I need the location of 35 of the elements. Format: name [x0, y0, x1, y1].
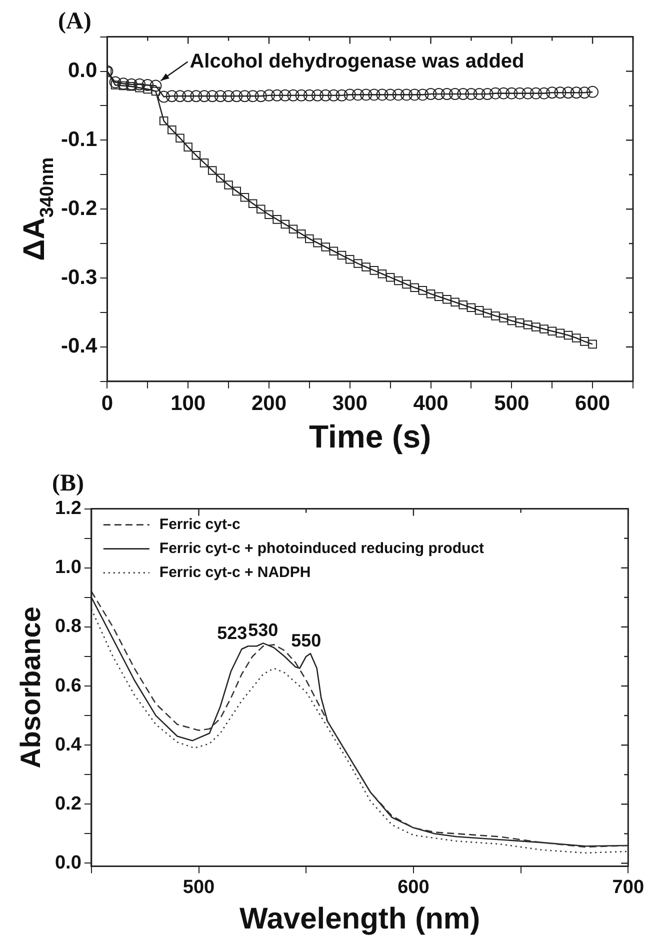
- x-tick-label: 600: [398, 876, 430, 898]
- chart-title: (A): [58, 8, 92, 35]
- x-axis-title: Wavelength (nm): [240, 902, 480, 936]
- chart-title: (B): [52, 470, 84, 497]
- y-tick-label: 0.0: [68, 59, 98, 82]
- annotation: 523: [217, 623, 248, 644]
- annotation: 550: [291, 630, 322, 651]
- x-tick-label: 500: [494, 392, 530, 415]
- y-tick-label: 0.4: [54, 734, 82, 756]
- x-tick-label: 100: [170, 392, 206, 415]
- y-tick-label: -0.4: [61, 334, 98, 358]
- y-tick-label: 0.2: [54, 793, 82, 814]
- y-axis-title: ΔA340nm: [18, 157, 58, 261]
- y-tick-label: 1.0: [54, 557, 82, 578]
- legend-label: Ferric cyt-c + photoinduced reducing product: [159, 540, 484, 557]
- x-tick-label: 600: [575, 392, 610, 415]
- annotation: Alcohol dehydrogenase was added: [190, 50, 524, 73]
- y-tick-label: 0.8: [54, 616, 82, 638]
- y-tick-label: -0.2: [61, 196, 98, 220]
- y-tick-label: 1.2: [54, 498, 82, 520]
- legend-label: Ferric cyt-c + NADPH: [159, 564, 311, 581]
- x-tick-label: 200: [251, 392, 286, 415]
- legend-label: Ferric cyt-c: [159, 516, 240, 533]
- x-tick-label: 400: [413, 392, 448, 415]
- x-tick-label: 0: [101, 392, 114, 415]
- x-tick-label: 700: [612, 876, 644, 898]
- x-tick-label: 500: [182, 876, 215, 898]
- x-axis-title: Time (s): [309, 418, 432, 455]
- y-tick-label: -0.3: [61, 266, 98, 289]
- y-tick-label: -0.1: [61, 128, 98, 151]
- x-tick-label: 300: [332, 392, 368, 415]
- y-tick-label: 0.0: [54, 852, 82, 874]
- y-axis-title: Absorbance: [15, 606, 46, 768]
- y-tick-label: 0.6: [54, 675, 82, 696]
- annotation: 530: [248, 620, 278, 640]
